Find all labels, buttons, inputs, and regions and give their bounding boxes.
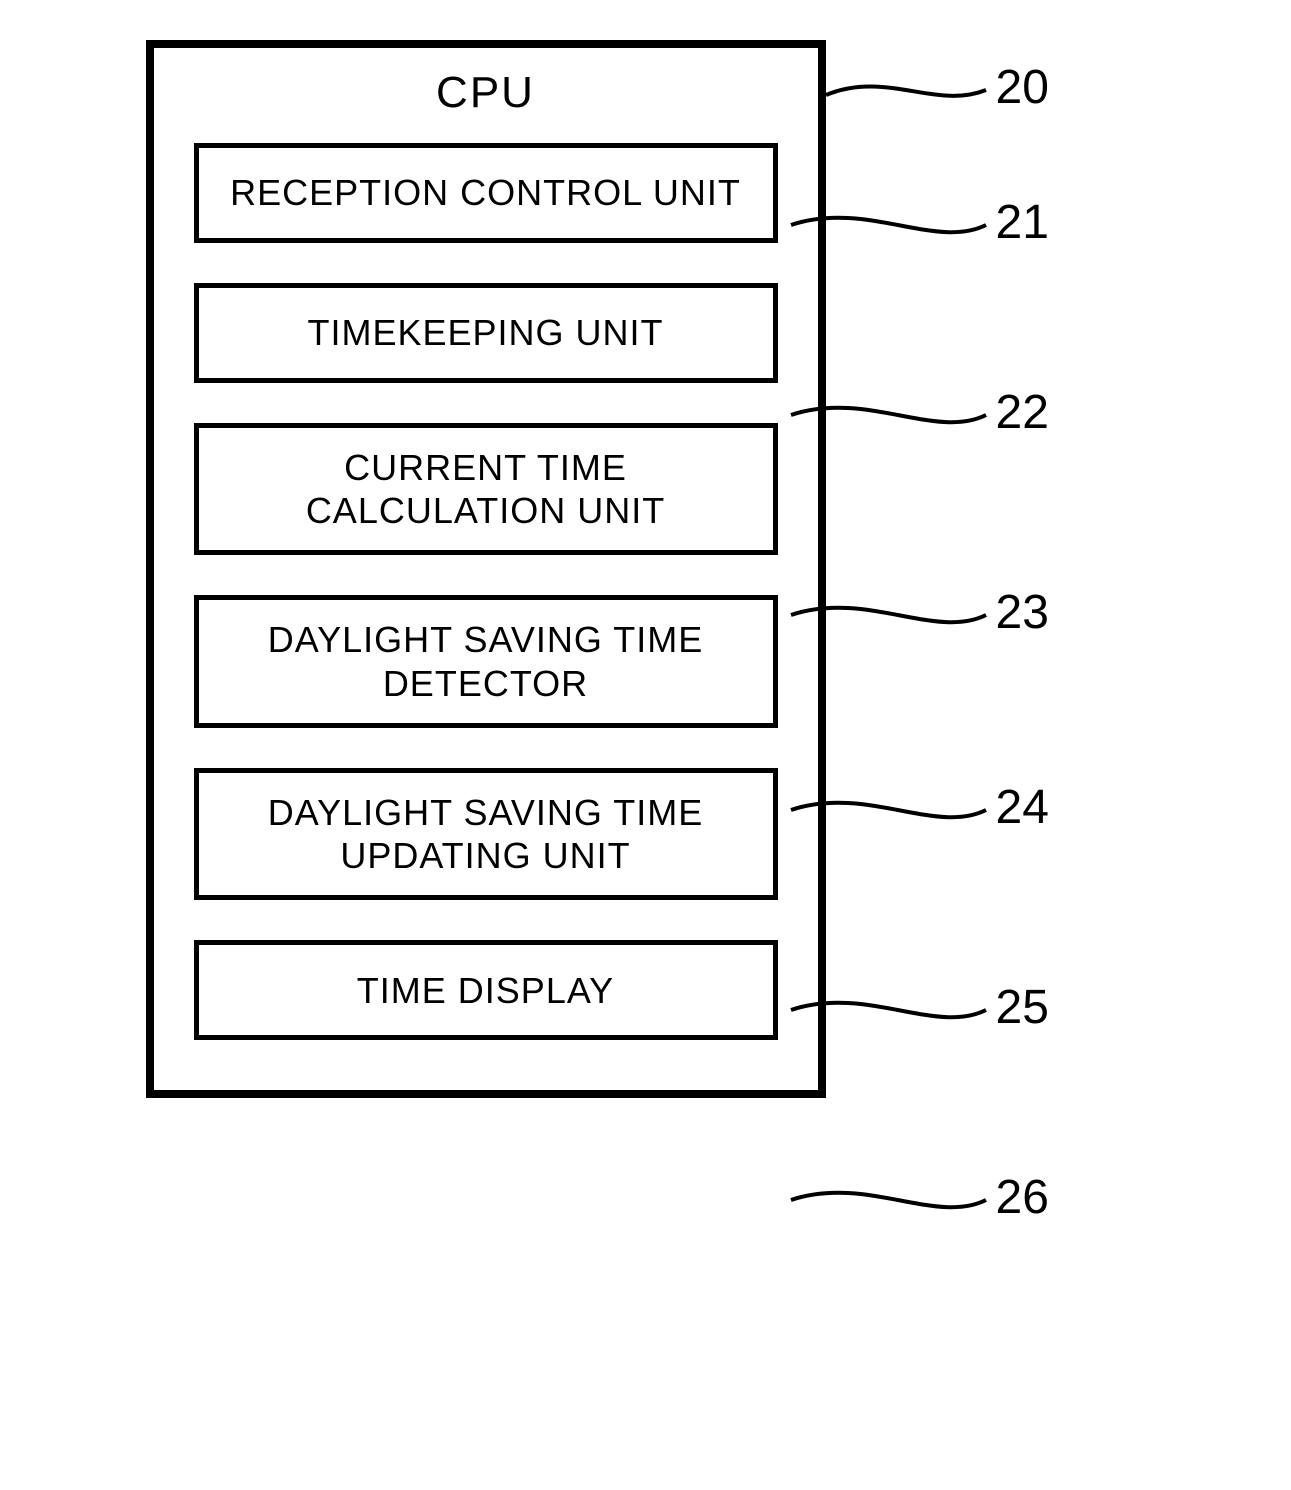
unit-label: TIMEKEEPING UNIT: [307, 311, 663, 354]
cpu-title: CPU: [194, 68, 778, 118]
reference-number-21: 21: [996, 195, 1049, 250]
unit-time-display: TIME DISPLAY: [194, 940, 778, 1040]
reference-number-25: 25: [996, 980, 1049, 1035]
unit-dst-detector: DAYLIGHT SAVING TIME DETECTOR: [194, 595, 778, 727]
reference-number-26: 26: [996, 1170, 1049, 1225]
leader-line-26: [791, 1193, 986, 1207]
unit-label: DAYLIGHT SAVING TIME UPDATING UNIT: [209, 791, 763, 877]
unit-label: RECEPTION CONTROL UNIT: [230, 171, 741, 214]
unit-label: DAYLIGHT SAVING TIME DETECTOR: [209, 618, 763, 704]
cpu-container: CPU RECEPTION CONTROL UNIT TIMEKEEPING U…: [146, 40, 826, 1098]
reference-number-24: 24: [996, 780, 1049, 835]
reference-number-23: 23: [996, 585, 1049, 640]
unit-current-time-calc: CURRENT TIME CALCULATION UNIT: [194, 423, 778, 555]
reference-number-22: 22: [996, 385, 1049, 440]
unit-label: TIME DISPLAY: [357, 969, 614, 1012]
unit-label: CURRENT TIME CALCULATION UNIT: [209, 446, 763, 532]
diagram-wrapper: CPU RECEPTION CONTROL UNIT TIMEKEEPING U…: [146, 40, 1146, 1098]
unit-timekeeping: TIMEKEEPING UNIT: [194, 283, 778, 383]
reference-number-container: 20: [996, 60, 1049, 115]
leader-line-20: [826, 86, 986, 95]
unit-reception-control: RECEPTION CONTROL UNIT: [194, 143, 778, 243]
unit-dst-updating: DAYLIGHT SAVING TIME UPDATING UNIT: [194, 768, 778, 900]
